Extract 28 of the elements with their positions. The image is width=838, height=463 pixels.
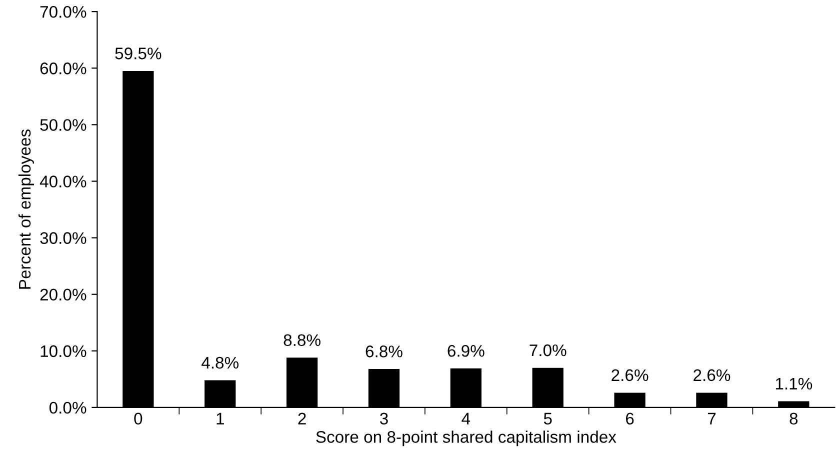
y-tick-label: 70.0%	[40, 6, 86, 18]
data-label: 6.8%	[366, 346, 402, 358]
x-tick-label: 2	[298, 412, 306, 424]
x-tick-label: 3	[380, 412, 388, 425]
data-label: 2.6%	[694, 369, 730, 382]
x-tick-label: 7	[708, 412, 716, 424]
data-label: 59.5%	[115, 48, 162, 60]
y-tick-label: 40.0%	[40, 176, 86, 188]
y-tick-label: 50.0%	[40, 119, 86, 131]
y-tick-label: 10.0%	[40, 345, 86, 358]
y-tick-label: 30.0%	[40, 232, 86, 244]
data-label: 2.6%	[612, 369, 648, 382]
x-tick-label: 5	[544, 412, 552, 425]
y-axis-title: Percent of employees	[18, 130, 34, 289]
x-axis-title: Score on 8-point shared capitalism index	[316, 430, 616, 446]
x-tick-label: 0	[134, 412, 142, 425]
x-tick-label: 8	[790, 412, 798, 425]
data-label: 4.8%	[202, 356, 239, 369]
x-tick-label: 6	[626, 412, 634, 425]
y-tick-label: 20.0%	[40, 288, 86, 301]
x-tick-label: 4	[462, 412, 470, 424]
data-label: 1.1%	[776, 378, 812, 390]
y-tick-label: 60.0%	[40, 62, 86, 74]
y-tick-label: 0.0%	[49, 402, 86, 414]
data-label: 8.8%	[284, 334, 320, 346]
data-label: 6.9%	[448, 344, 484, 357]
data-label: 7.0%	[530, 344, 566, 356]
x-tick-label: 1	[216, 412, 224, 424]
